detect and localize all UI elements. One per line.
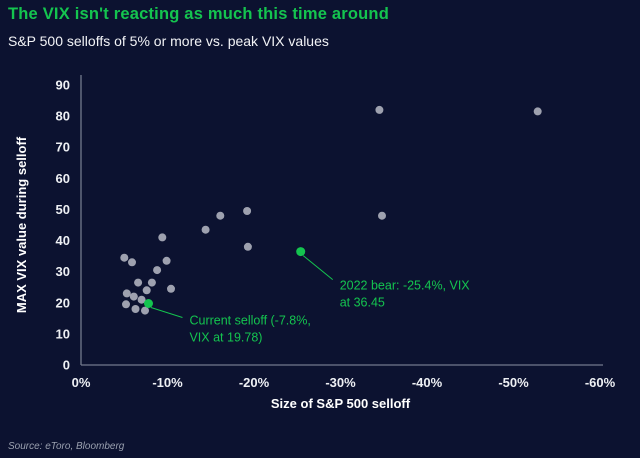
highlighted-selloffs-point	[296, 247, 306, 257]
source-credit: Source: eToro, Bloomberg	[8, 441, 125, 452]
historical-selloffs-point	[167, 284, 175, 293]
y-axis-title: MAX VIX value during selloff	[14, 136, 29, 313]
annotation-leader-line	[302, 255, 334, 280]
y-tick-label: 40	[56, 233, 70, 248]
annotation-leader-line	[150, 306, 183, 318]
y-tick-label: 0	[63, 358, 70, 373]
historical-selloffs-point	[243, 207, 252, 215]
x-tick-label: 0%	[72, 375, 91, 390]
annotation-text: 2022 bear: -25.4%, VIX	[340, 279, 471, 293]
x-tick-label: -20%	[239, 375, 270, 390]
historical-selloffs-point	[158, 233, 167, 242]
historical-selloffs-point	[129, 292, 138, 301]
x-tick-label: -10%	[152, 375, 183, 390]
historical-selloffs-point	[122, 300, 130, 309]
x-tick-label: -30%	[325, 375, 356, 390]
historical-selloffs-point	[243, 242, 252, 251]
y-tick-label: 30	[56, 264, 70, 279]
y-tick-label: 90	[56, 78, 70, 93]
chart-subtitle: S&P 500 selloffs of 5% or more vs. peak …	[8, 33, 329, 49]
historical-selloffs-point	[378, 211, 386, 220]
historical-selloffs-point	[162, 256, 171, 265]
y-tick-label: 70	[56, 140, 70, 155]
historical-selloffs-point	[120, 253, 129, 262]
historical-selloffs-point	[153, 266, 162, 275]
y-tick-label: 10	[56, 326, 70, 341]
historical-selloffs-point	[142, 286, 151, 295]
annotation-text: at 36.45	[340, 296, 385, 310]
historical-selloffs-point	[141, 306, 149, 315]
historical-selloffs-point	[128, 258, 136, 267]
x-tick-label: -50%	[498, 375, 529, 390]
annotation-text: Current selloff (-7.8%,	[189, 313, 310, 327]
historical-selloffs-point	[131, 305, 140, 313]
x-axis-title: Size of S&P 500 selloff	[271, 396, 411, 411]
chart-title: The VIX isn't reacting as much this time…	[8, 5, 389, 23]
x-tick-label: -60%	[585, 375, 616, 390]
y-tick-label: 60	[56, 171, 70, 186]
historical-selloffs-point	[533, 107, 542, 116]
historical-selloffs-point	[147, 278, 156, 287]
annotation-text: VIX at 19.78)	[189, 330, 262, 344]
x-tick-label: -40%	[412, 375, 443, 390]
historical-selloffs-point	[137, 295, 146, 304]
y-tick-label: 80	[56, 109, 70, 124]
historical-selloffs-point	[216, 211, 225, 220]
historical-selloffs-point	[134, 278, 143, 287]
scatter-chart: 0 10 20 30 40 50 60 70 80 90 0% -10% -20% -30% -40% -50…	[14, 75, 616, 411]
y-tick-label: 50	[56, 202, 70, 217]
historical-selloffs-point	[201, 225, 210, 234]
y-tick-label: 20	[56, 295, 70, 310]
historical-selloffs-point	[375, 105, 384, 114]
highlighted-selloffs-point	[144, 299, 153, 308]
historical-selloffs-point	[122, 289, 131, 298]
